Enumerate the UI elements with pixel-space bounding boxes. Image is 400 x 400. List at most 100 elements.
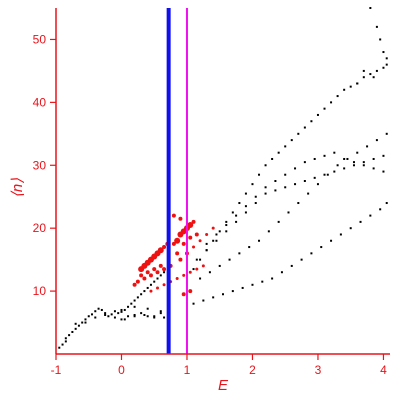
black-data-point	[127, 305, 130, 308]
red-data-point	[182, 273, 186, 277]
black-data-point	[297, 202, 300, 205]
black-data-point	[369, 73, 372, 76]
black-data-point	[362, 69, 365, 72]
black-data-point	[133, 299, 136, 302]
black-data-point	[153, 315, 156, 318]
red-data-point	[195, 267, 199, 271]
black-data-point	[231, 211, 234, 214]
black-data-point	[130, 302, 133, 305]
black-data-point	[91, 313, 94, 316]
black-data-point	[159, 310, 162, 313]
black-data-point	[133, 305, 136, 308]
black-data-point	[100, 308, 103, 311]
black-data-point	[310, 252, 313, 255]
black-data-point	[385, 202, 388, 205]
black-data-point	[375, 139, 378, 142]
black-data-point	[133, 315, 136, 318]
black-data-point	[241, 286, 244, 289]
black-data-point	[146, 307, 149, 310]
black-data-point	[199, 258, 202, 261]
tick-labels: -1 0 1 2 3 4 10 20 30 40 50	[33, 32, 387, 377]
red-data-point	[145, 270, 150, 275]
black-data-point	[218, 264, 221, 267]
black-data-point	[235, 214, 238, 217]
black-data-point	[323, 107, 326, 110]
black-data-point	[258, 173, 261, 176]
red-data-point	[181, 241, 186, 246]
x-tick-label: -1	[51, 363, 62, 377]
black-data-point	[362, 76, 365, 79]
black-data-point	[333, 151, 336, 154]
black-data-point	[303, 180, 306, 182]
black-data-point	[352, 161, 355, 164]
black-data-point	[352, 164, 355, 167]
red-point-series	[132, 213, 215, 297]
black-data-point	[140, 312, 143, 315]
red-data-point	[188, 235, 193, 240]
red-data-point	[178, 216, 183, 221]
red-data-point	[162, 267, 167, 272]
red-data-point	[201, 264, 205, 268]
black-data-point	[192, 302, 195, 305]
red-data-point	[148, 273, 153, 278]
black-data-point	[349, 227, 352, 230]
black-data-point	[284, 186, 287, 189]
black-data-point	[163, 316, 166, 319]
black-data-point	[382, 66, 385, 69]
red-data-point	[211, 226, 215, 230]
black-data-point	[117, 312, 120, 315]
red-data-point	[175, 277, 179, 281]
black-data-point	[64, 340, 67, 343]
black-data-point	[336, 95, 339, 98]
black-data-point	[222, 293, 224, 296]
black-data-point	[120, 310, 123, 313]
black-data-point	[212, 239, 215, 242]
black-data-point	[244, 192, 247, 195]
black-data-point	[323, 154, 326, 157]
y-tick-label: 50	[33, 32, 47, 46]
black-data-point	[84, 321, 87, 324]
black-data-point	[81, 321, 84, 324]
red-data-point	[171, 241, 176, 246]
tick-marks	[50, 38, 385, 360]
black-data-point	[208, 271, 211, 274]
black-data-point	[251, 283, 254, 286]
black-data-point	[303, 126, 306, 129]
black-data-point	[343, 157, 346, 160]
black-data-point	[195, 258, 198, 261]
black-data-point	[356, 82, 359, 85]
red-data-point	[175, 251, 180, 256]
black-data-point	[156, 277, 159, 280]
red-data-point	[132, 282, 137, 287]
x-tick-label: 0	[118, 363, 125, 377]
black-data-point	[277, 220, 280, 223]
black-data-point	[71, 330, 74, 333]
black-data-point	[123, 308, 126, 311]
black-data-point	[379, 208, 382, 211]
black-data-point	[280, 271, 283, 274]
black-data-point	[202, 299, 205, 302]
red-data-point	[135, 279, 140, 284]
black-data-point	[68, 334, 71, 337]
black-data-point	[163, 271, 166, 274]
black-data-point	[159, 312, 162, 315]
black-data-point	[97, 307, 100, 310]
black-data-point	[238, 252, 241, 255]
black-data-point	[136, 296, 139, 299]
red-data-point	[139, 273, 144, 278]
black-point-series	[58, 7, 388, 349]
black-data-point	[228, 258, 231, 261]
black-data-point	[372, 167, 375, 170]
black-data-point	[294, 167, 297, 170]
black-data-point	[267, 230, 270, 233]
x-tick-label: 2	[249, 363, 256, 377]
black-data-point	[284, 145, 287, 148]
red-data-point	[188, 289, 193, 294]
black-data-point	[74, 327, 77, 330]
black-data-point	[375, 25, 378, 28]
black-data-point	[382, 170, 385, 173]
black-data-point	[349, 85, 352, 88]
black-data-point	[300, 258, 303, 261]
red-data-point	[178, 257, 183, 262]
